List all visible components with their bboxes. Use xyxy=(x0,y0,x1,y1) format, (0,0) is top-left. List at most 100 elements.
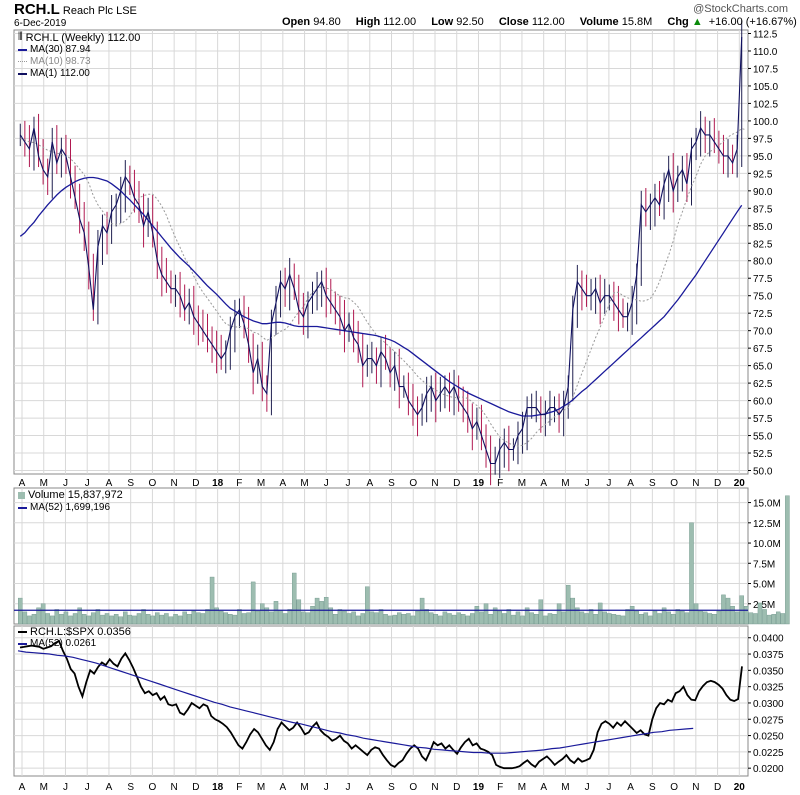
x-tick-label: A xyxy=(106,478,113,489)
volume-bar xyxy=(515,611,521,625)
legend-ma30: MA(30) 87.94 xyxy=(18,44,91,55)
x-tick-label: N xyxy=(171,782,178,793)
volume-bar xyxy=(260,603,265,625)
ratio-ma52-line xyxy=(17,650,694,754)
x-tick-label: S xyxy=(127,478,134,489)
volume-bar xyxy=(639,614,644,625)
volume-bar xyxy=(200,613,206,625)
price-y-tick-label: 87.5 xyxy=(753,204,773,215)
exchange: LSE xyxy=(116,5,137,17)
price-y-tick-label: 65.0 xyxy=(753,362,773,373)
volume-bar xyxy=(95,609,101,625)
volume-bar xyxy=(255,610,260,625)
price-y-tick-label: 92.5 xyxy=(753,169,773,180)
price-y-tick-label: 62.5 xyxy=(753,379,773,390)
volume-bar xyxy=(351,611,356,625)
volume-bar xyxy=(570,597,576,625)
ratio-y-tick-label: 0.0225 xyxy=(753,748,784,759)
high-value: 112.00 xyxy=(383,16,417,28)
x-tick-label: M xyxy=(561,478,569,489)
x-tick-label: N xyxy=(431,478,438,489)
volume-bar xyxy=(141,609,146,625)
x-tick-label: A xyxy=(106,782,113,793)
volume-bar xyxy=(698,610,703,625)
ratio-y-tick-label: 0.0325 xyxy=(753,683,784,694)
price-legend-title: ⫴ RCH.L (Weekly) 112.00 xyxy=(18,31,140,44)
price-y-tick-label: 90.0 xyxy=(753,187,773,198)
volume-bar xyxy=(68,615,73,625)
volume-bar xyxy=(607,613,612,625)
volume-bar xyxy=(712,614,717,625)
price-panel-frame xyxy=(13,29,749,475)
legend-ma1-label: MA(1) 112.00 xyxy=(30,68,90,79)
price-y-tick-label: 55.0 xyxy=(753,432,773,443)
x-tick-label: J xyxy=(346,782,351,793)
volume-bar xyxy=(506,609,512,625)
x-tick-label: J xyxy=(346,478,351,489)
volume-bar xyxy=(49,615,55,625)
volume-bar xyxy=(447,613,452,625)
x-tick-label: S xyxy=(388,478,395,489)
x-tick-label: F xyxy=(497,478,503,489)
volume-bar xyxy=(689,522,694,625)
volume-bar xyxy=(725,597,731,625)
close-line xyxy=(19,36,743,465)
volume-bar xyxy=(643,612,649,625)
volume-bar xyxy=(296,599,302,625)
price-y-tick-label: 52.5 xyxy=(753,449,773,460)
volume-bar xyxy=(552,614,557,625)
ratio-legend-title: RCH.L:$SPX 0.0356 xyxy=(18,626,131,638)
volume-bar xyxy=(602,611,607,625)
volume-bar xyxy=(360,613,365,625)
volume-y-tick-label: 15.0M xyxy=(753,499,781,510)
x-tick-label: D xyxy=(453,478,460,489)
price-y-tick-label: 82.5 xyxy=(753,239,773,250)
x-tick-label: M xyxy=(257,478,265,489)
volume-bar xyxy=(310,605,315,625)
volume-bar xyxy=(81,614,87,625)
x-tick-label: 19 xyxy=(473,782,485,793)
x-tick-label: N xyxy=(692,782,699,793)
volume-bar xyxy=(109,615,114,625)
x-tick-label: A xyxy=(19,782,26,793)
volume-bar xyxy=(625,609,630,625)
volume-bar xyxy=(675,609,681,625)
volume-bar xyxy=(173,614,178,625)
ratio-y-tick-label: 0.0200 xyxy=(753,764,784,775)
volume-y-tick-label: 12.5M xyxy=(753,519,781,530)
volume-icon xyxy=(18,491,25,499)
x-tick-label: N xyxy=(171,478,178,489)
x-tick-label: J xyxy=(585,782,590,793)
x-tick-label: S xyxy=(127,782,134,793)
volume-bar xyxy=(460,614,466,625)
volume-bar xyxy=(27,615,32,625)
legend-vol-ma52-swatch xyxy=(18,506,27,509)
x-tick-label: M xyxy=(518,478,526,489)
close-label: Close xyxy=(498,16,529,28)
volume-bar xyxy=(337,609,343,625)
volume-bar xyxy=(287,609,292,625)
volume-bar xyxy=(328,607,334,625)
price-y-tick-label: 70.0 xyxy=(753,327,773,338)
volume-bar xyxy=(479,611,484,625)
ratio-y-tick-label: 0.0375 xyxy=(753,650,784,661)
x-tick-label: A xyxy=(540,478,547,489)
ratio-y-tick-label: 0.0275 xyxy=(753,715,784,726)
x-tick-label: O xyxy=(149,782,157,793)
volume-bar xyxy=(40,603,46,625)
volume-bar xyxy=(104,613,110,625)
volume-bar xyxy=(209,576,215,625)
price-y-tick-label: 100.0 xyxy=(753,117,778,128)
volume-bar xyxy=(775,611,781,625)
ratio-y-tick-label: 0.0350 xyxy=(753,666,784,677)
volume-bar xyxy=(657,613,662,625)
volume-bar xyxy=(291,572,297,625)
volume-bar xyxy=(438,615,443,625)
volume-bar xyxy=(159,614,165,625)
symbol: RCH.L xyxy=(14,1,60,18)
volume-bar xyxy=(150,615,155,625)
volume-bar xyxy=(497,610,502,625)
legend-ratio-ma52-label: MA(52) 0.0261 xyxy=(30,638,97,649)
volume-bar xyxy=(597,602,603,625)
x-tick-label: M xyxy=(40,782,48,793)
